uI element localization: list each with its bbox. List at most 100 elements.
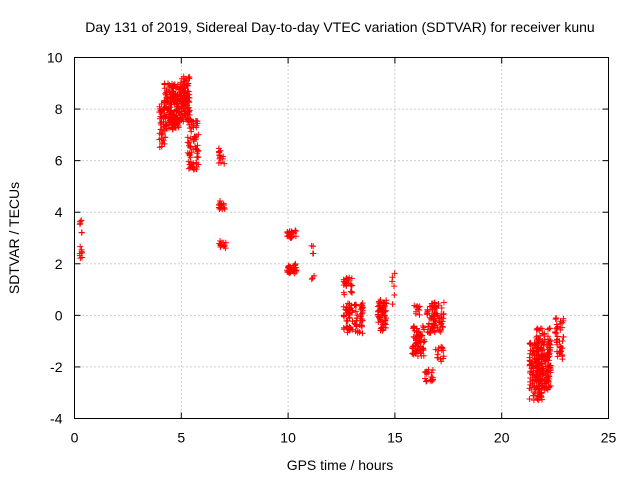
data-point [538,345,545,352]
data-point [428,369,435,376]
data-point [421,336,428,343]
data-point [170,99,177,106]
data-point [379,321,386,328]
data-point [414,346,421,353]
data-point [528,365,535,372]
data-point [440,310,447,317]
data-point [180,118,187,125]
data-point [431,311,438,318]
data-point [188,119,195,126]
y-tick-label: 10 [47,50,63,66]
data-point [538,396,545,403]
data-point [430,315,437,322]
data-point [440,299,447,306]
data-point [187,144,194,151]
data-point [78,229,85,236]
data-point [422,375,429,382]
data-point [354,327,361,334]
data-point [159,128,166,135]
data-point [424,310,431,317]
data-point [168,116,175,123]
data-point [438,358,445,365]
data-point [308,276,315,283]
data-point [380,300,387,307]
x-tick-label: 20 [494,430,510,446]
data-point [348,282,355,289]
data-point [545,378,552,385]
data-point [186,75,193,82]
data-point [425,366,432,373]
data-point [76,221,83,228]
data-point [389,301,396,308]
data-point [310,243,317,250]
data-point [348,275,355,282]
y-axis-label: SDTVAR / TECUs [6,182,22,294]
data-point [429,305,436,312]
data-point [222,245,229,252]
data-point [546,325,553,332]
data-point [383,297,390,304]
data-point [292,227,299,234]
data-point [347,288,354,295]
data-point [538,380,545,387]
data-point [287,265,294,272]
data-point [289,233,296,240]
data-point [553,330,560,337]
axis-ticks [74,57,609,419]
x-tick-label: 15 [387,430,403,446]
data-point [186,112,193,119]
y-tick-label: 0 [55,307,63,323]
data-point [292,260,299,267]
data-point [536,391,543,398]
data-point [553,337,560,344]
data-point [412,310,419,317]
data-point [166,111,173,118]
data-point [544,377,551,384]
data-point [554,324,561,331]
data-point [189,164,196,171]
data-point [347,305,354,312]
data-point [157,120,164,127]
data-point [178,96,185,103]
data-point [552,316,559,323]
data-point [554,333,561,340]
data-point [410,325,417,332]
y-tick-label: 4 [55,204,63,220]
data-point [162,114,169,121]
data-point [220,153,227,160]
data-point [166,83,173,90]
data-point [377,325,384,332]
data-point [537,345,544,352]
data-point [533,348,540,355]
data-point [218,201,225,208]
data-point [440,353,447,360]
data-point [544,333,551,340]
data-point [182,95,189,102]
data-point [537,332,544,339]
data-point [545,326,552,333]
data-point [179,115,186,122]
data-point [534,352,541,359]
data-point [557,326,564,333]
data-point [543,351,550,358]
data-point [437,321,444,328]
data-point [539,367,546,374]
x-tick-label: 0 [71,430,79,446]
data-point [352,302,359,309]
data-point [158,143,165,150]
data-point [434,312,441,319]
data-point [532,388,539,395]
data-point [546,384,553,391]
data-point [410,345,417,352]
data-point [341,313,348,320]
data-point [554,348,561,355]
data-point [559,338,566,345]
data-point [375,307,382,314]
data-point [535,360,542,367]
data-point [391,291,398,298]
data-point [346,301,353,308]
data-point [163,122,170,129]
data-point [352,308,359,315]
data-point [346,306,353,313]
data-point [541,352,548,359]
